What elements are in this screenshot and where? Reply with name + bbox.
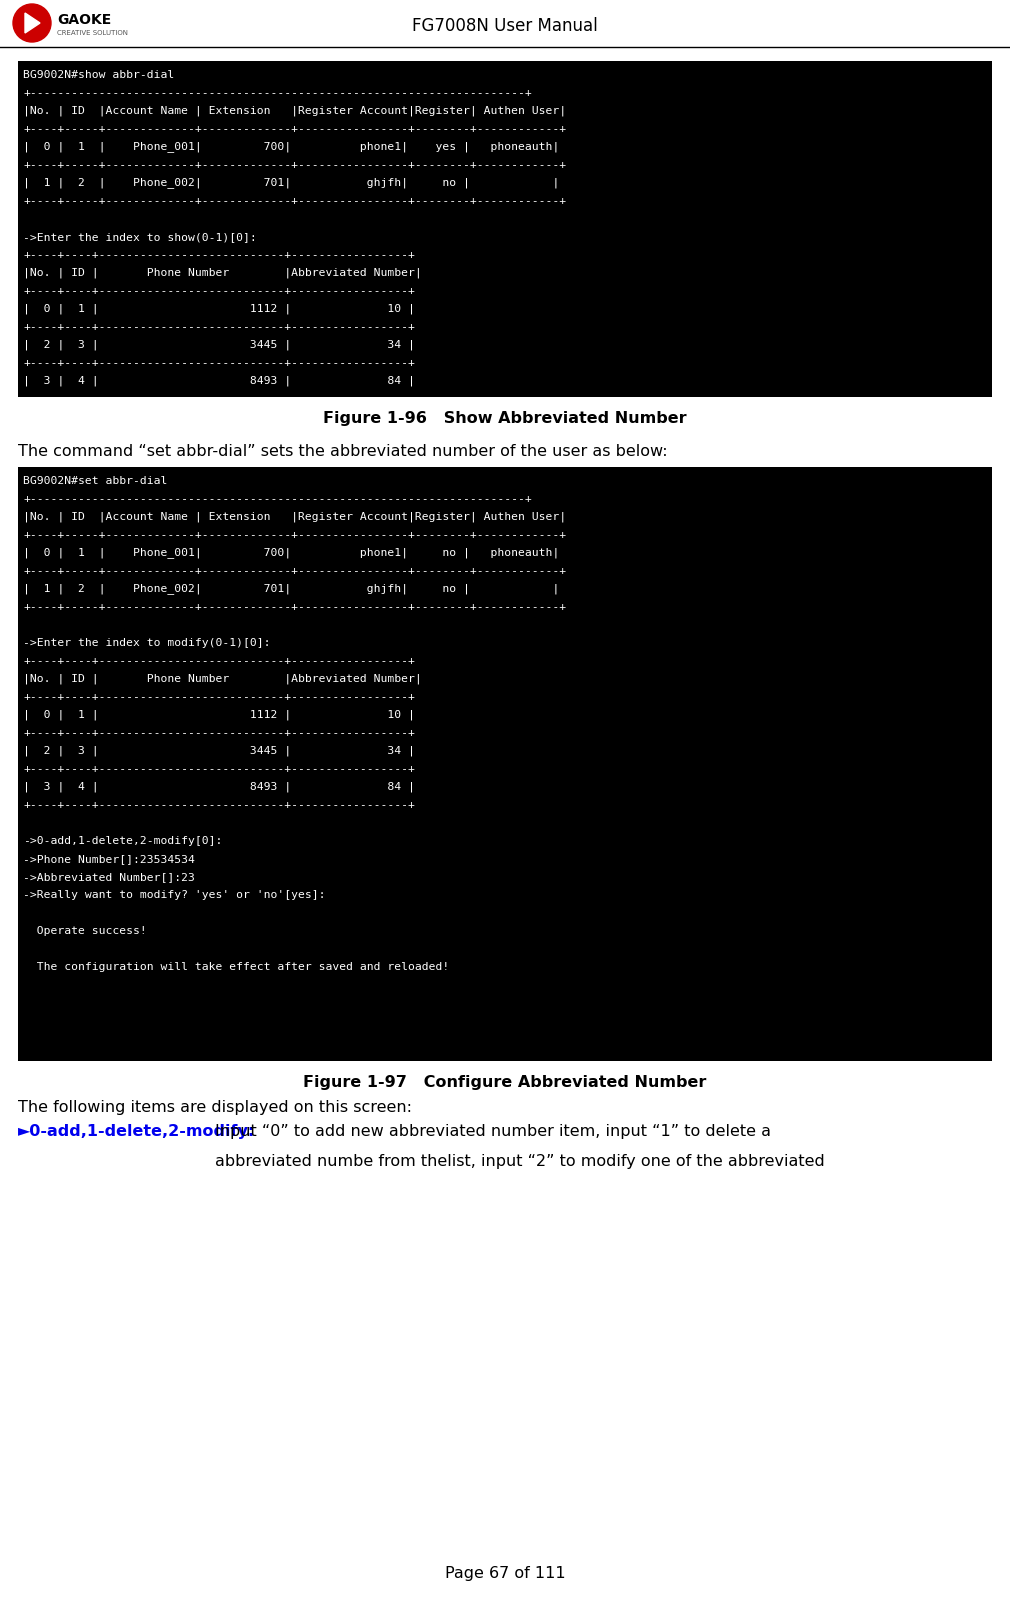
Text: +----+-----+-------------+-------------+----------------+--------+------------+: +----+-----+-------------+-------------+…: [23, 565, 567, 576]
Text: +----+-----+-------------+-------------+----------------+--------+------------+: +----+-----+-------------+-------------+…: [23, 530, 567, 539]
Text: +----+----+---------------------------+-----------------+: +----+----+---------------------------+-…: [23, 321, 415, 332]
Text: +----+----+---------------------------+-----------------+: +----+----+---------------------------+-…: [23, 727, 415, 738]
Text: |  0 |  1  |    Phone_001|         700|          phone1|     no |   phoneauth|: | 0 | 1 | Phone_001| 700| phone1| no | p…: [23, 547, 560, 559]
Text: ->Really want to modify? 'yes' or 'no'[yes]:: ->Really want to modify? 'yes' or 'no'[y…: [23, 889, 325, 899]
Text: Figure 1-97   Configure Abbreviated Number: Figure 1-97 Configure Abbreviated Number: [303, 1075, 707, 1090]
Text: +----+----+---------------------------+-----------------+: +----+----+---------------------------+-…: [23, 799, 415, 809]
Text: |  1 |  2  |    Phone_002|         701|           ghjfh|     no |            |: | 1 | 2 | Phone_002| 701| ghjfh| no | |: [23, 178, 560, 188]
Text: |  3 |  4 |                      8493 |              84 |: | 3 | 4 | 8493 | 84 |: [23, 782, 415, 791]
Text: |  3 |  4 |                      8493 |              84 |: | 3 | 4 | 8493 | 84 |: [23, 376, 415, 387]
Text: |No. | ID  |Account Name | Extension   |Register Account|Register| Authen User|: |No. | ID |Account Name | Extension |Reg…: [23, 512, 567, 522]
Text: +----+-----+-------------+-------------+----------------+--------+------------+: +----+-----+-------------+-------------+…: [23, 160, 567, 170]
Polygon shape: [25, 14, 40, 34]
Text: Input “0” to add new abbreviated number item, input “1” to delete a: Input “0” to add new abbreviated number …: [215, 1124, 771, 1140]
Text: +----+----+---------------------------+-----------------+: +----+----+---------------------------+-…: [23, 655, 415, 666]
Text: The configuration will take effect after saved and reloaded!: The configuration will take effect after…: [23, 961, 449, 971]
Text: |No. | ID  |Account Name | Extension   |Register Account|Register| Authen User|: |No. | ID |Account Name | Extension |Reg…: [23, 106, 567, 116]
Text: |No. | ID |       Phone Number        |Abbreviated Number|: |No. | ID | Phone Number |Abbreviated Nu…: [23, 674, 422, 684]
Text: GAOKE: GAOKE: [57, 13, 111, 27]
Text: |  2 |  3 |                      3445 |              34 |: | 2 | 3 | 3445 | 34 |: [23, 340, 415, 350]
Text: ->Abbreviated Number[]:23: ->Abbreviated Number[]:23: [23, 872, 195, 881]
Text: The command “set abbr-dial” sets the abbreviated number of the user as below:: The command “set abbr-dial” sets the abb…: [18, 445, 668, 459]
Text: |  1 |  2  |    Phone_002|         701|           ghjfh|     no |            |: | 1 | 2 | Phone_002| 701| ghjfh| no | |: [23, 583, 560, 594]
Text: ->Enter the index to show(0-1)[0]:: ->Enter the index to show(0-1)[0]:: [23, 231, 257, 242]
Text: ->Phone Number[]:23534534: ->Phone Number[]:23534534: [23, 854, 195, 863]
Text: +----+-----+-------------+-------------+----------------+--------+------------+: +----+-----+-------------+-------------+…: [23, 196, 567, 205]
Text: BG9002N#show abbr-dial: BG9002N#show abbr-dial: [23, 71, 175, 80]
Text: Operate success!: Operate success!: [23, 926, 146, 936]
Text: CREATIVE SOLUTION: CREATIVE SOLUTION: [57, 30, 128, 35]
Text: ->Enter the index to modify(0-1)[0]:: ->Enter the index to modify(0-1)[0]:: [23, 637, 271, 647]
Text: +----+-----+-------------+-------------+----------------+--------+------------+: +----+-----+-------------+-------------+…: [23, 124, 567, 133]
Text: +----+----+---------------------------+-----------------+: +----+----+---------------------------+-…: [23, 692, 415, 701]
Text: |  0 |  1 |                      1112 |              10 |: | 0 | 1 | 1112 | 10 |: [23, 709, 415, 719]
Text: ->0-add,1-delete,2-modify[0]:: ->0-add,1-delete,2-modify[0]:: [23, 836, 222, 846]
Text: ►0-add,1-delete,2-modify:: ►0-add,1-delete,2-modify:: [18, 1124, 256, 1140]
Text: +----+----+---------------------------+-----------------+: +----+----+---------------------------+-…: [23, 764, 415, 774]
FancyBboxPatch shape: [18, 63, 992, 398]
Text: +----+----+---------------------------+-----------------+: +----+----+---------------------------+-…: [23, 250, 415, 260]
Circle shape: [13, 5, 50, 43]
FancyBboxPatch shape: [18, 467, 992, 1061]
Text: BG9002N#set abbr-dial: BG9002N#set abbr-dial: [23, 475, 168, 486]
Text: |  0 |  1 |                      1112 |              10 |: | 0 | 1 | 1112 | 10 |: [23, 303, 415, 315]
Text: +----+----+---------------------------+-----------------+: +----+----+---------------------------+-…: [23, 286, 415, 295]
Text: +------------------------------------------------------------------------+: +---------------------------------------…: [23, 494, 531, 504]
Text: +----+-----+-------------+-------------+----------------+--------+------------+: +----+-----+-------------+-------------+…: [23, 602, 567, 612]
Text: +----+----+---------------------------+-----------------+: +----+----+---------------------------+-…: [23, 358, 415, 368]
Text: Figure 1-96   Show Abbreviated Number: Figure 1-96 Show Abbreviated Number: [323, 411, 687, 425]
Text: +------------------------------------------------------------------------+: +---------------------------------------…: [23, 88, 531, 98]
Text: FG7008N User Manual: FG7008N User Manual: [412, 18, 598, 35]
Text: abbreviated numbe from thelist, input “2” to modify one of the abbreviated: abbreviated numbe from thelist, input “2…: [215, 1154, 825, 1168]
Text: |  0 |  1  |    Phone_001|         700|          phone1|    yes |   phoneauth|: | 0 | 1 | Phone_001| 700| phone1| yes | …: [23, 141, 560, 152]
Text: Page 67 of 111: Page 67 of 111: [444, 1565, 566, 1581]
Text: The following items are displayed on this screen:: The following items are displayed on thi…: [18, 1099, 412, 1115]
Text: |No. | ID |       Phone Number        |Abbreviated Number|: |No. | ID | Phone Number |Abbreviated Nu…: [23, 268, 422, 278]
Text: |  2 |  3 |                      3445 |              34 |: | 2 | 3 | 3445 | 34 |: [23, 745, 415, 756]
